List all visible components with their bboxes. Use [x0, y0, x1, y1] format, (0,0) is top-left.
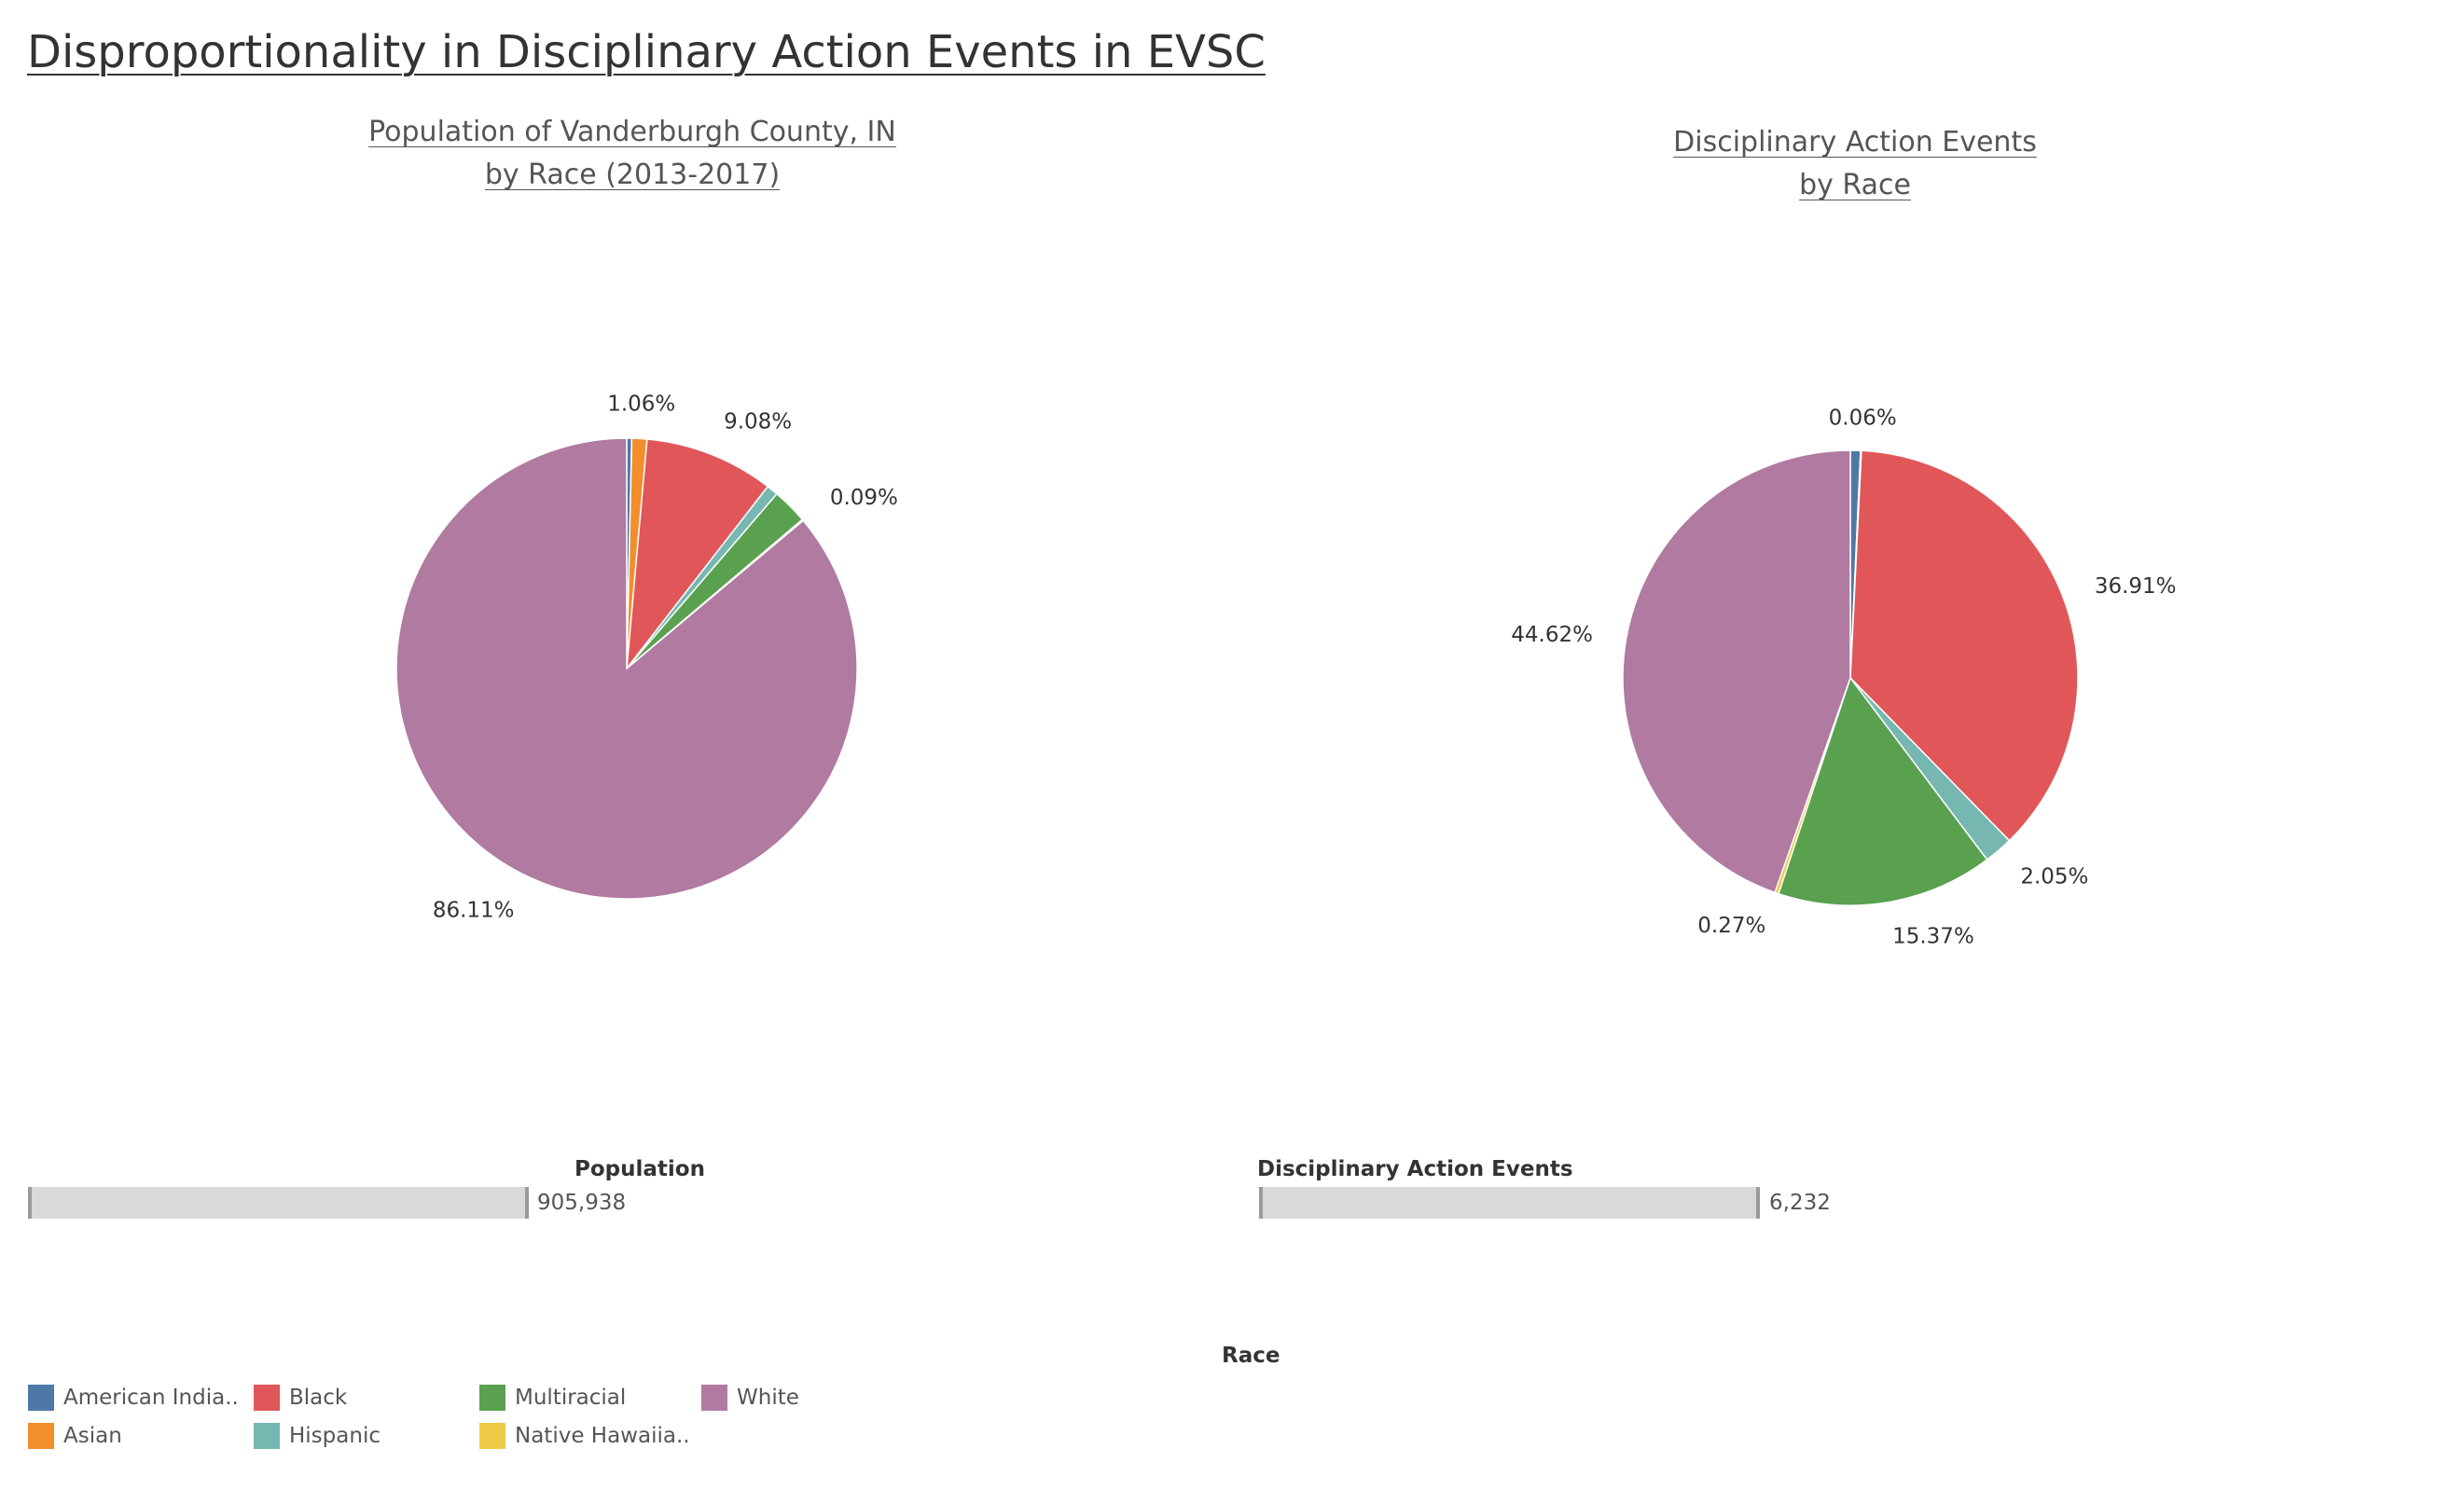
- legend-label: Asian: [63, 1424, 122, 1448]
- legend-label: Black: [289, 1386, 348, 1410]
- right-chart-title-line2: by Race: [1799, 169, 1911, 201]
- pie-label-black: 36.91%: [2095, 574, 2177, 599]
- page-title: Disproportionality in Disciplinary Actio…: [27, 26, 1266, 78]
- legend-swatch: [28, 1385, 54, 1411]
- right-chart-title-line1: Disciplinary Action Events: [1673, 126, 2037, 159]
- legend-swatch: [479, 1385, 505, 1411]
- population-filter-value: 905,938: [537, 1191, 627, 1215]
- legend-item-white[interactable]: White: [701, 1385, 799, 1411]
- pie-slice-black[interactable]: [626, 438, 769, 671]
- population-range-slider[interactable]: [28, 1187, 529, 1219]
- legend-item-native-hawaiian[interactable]: Native Hawaiia..: [479, 1423, 690, 1449]
- legend-swatch: [701, 1385, 727, 1411]
- legend-swatch: [28, 1423, 54, 1449]
- pie-slice-black[interactable]: [1849, 449, 2079, 842]
- pie-label-asian: 0.06%: [1829, 406, 1897, 430]
- pie-slice-multiracial[interactable]: [1778, 676, 1988, 906]
- pie-label-white: 86.11%: [433, 898, 515, 922]
- legend-item-black[interactable]: Black: [254, 1385, 347, 1411]
- legend-swatch: [254, 1385, 280, 1411]
- pie-slice-white[interactable]: [1622, 449, 1851, 894]
- legend-item-hispanic[interactable]: Hispanic: [254, 1423, 381, 1449]
- pie-slice-white[interactable]: [395, 437, 858, 900]
- legend-swatch: [479, 1423, 505, 1449]
- events-filter-value: 6,232: [1769, 1191, 1831, 1215]
- right-chart-title: Disciplinary Action Events by Race: [1589, 121, 2121, 207]
- legend-item-american-indian[interactable]: American India..: [28, 1385, 239, 1411]
- legend-title: Race: [1222, 1344, 1280, 1368]
- legend-label: White: [737, 1386, 799, 1410]
- legend-label: Multiracial: [515, 1386, 627, 1410]
- legend-label: American India..: [63, 1386, 239, 1410]
- events-range-slider[interactable]: [1259, 1187, 1760, 1219]
- events-pie-chart[interactable]: 0.06% 36.91% 2.05% 15.37% 0.27% 44.62%: [1222, 0, 2453, 1026]
- pie-label-multiracial: 15.37%: [1892, 924, 1974, 948]
- left-chart-title-line2: by Race (2013-2017): [484, 159, 781, 191]
- legend-label: Hispanic: [289, 1424, 381, 1448]
- left-chart-title-line1: Population of Vanderburgh County, IN: [368, 116, 896, 148]
- events-filter-title: Disciplinary Action Events: [1257, 1157, 1573, 1181]
- pie-label-white: 44.62%: [1511, 623, 1593, 647]
- left-chart-title: Population of Vanderburgh County, IN by …: [367, 111, 898, 197]
- pie-label-native-hawaiian: 0.27%: [1697, 914, 1765, 938]
- population-filter-title: Population: [574, 1157, 705, 1181]
- pie-label-native-hawaiian: 0.09%: [830, 486, 898, 510]
- population-pie-chart[interactable]: 1.06% 9.08% 0.09% 86.11%: [0, 0, 1212, 1026]
- pie-label-black: 9.08%: [724, 410, 792, 435]
- pie-label-hispanic: 2.05%: [2020, 865, 2088, 890]
- legend-label: Native Hawaiia..: [515, 1424, 690, 1448]
- pie-label-asian: 1.06%: [607, 392, 675, 416]
- legend-swatch: [254, 1423, 280, 1449]
- legend-item-multiracial[interactable]: Multiracial: [479, 1385, 626, 1411]
- legend-item-asian[interactable]: Asian: [28, 1423, 122, 1449]
